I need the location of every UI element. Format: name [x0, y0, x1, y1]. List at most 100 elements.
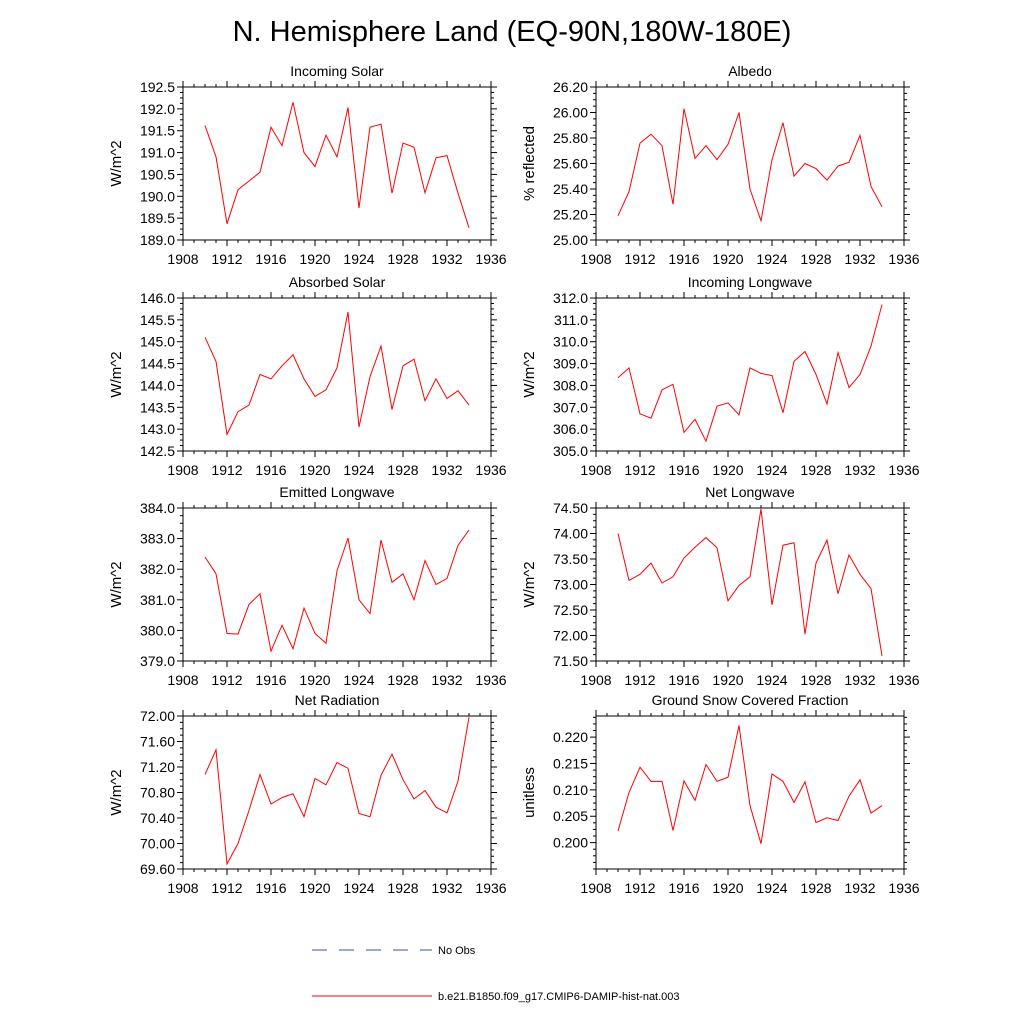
x-tick-label: 1916 — [255, 672, 286, 688]
panel-title: Albedo — [728, 63, 772, 79]
y-tick-label: 0.215 — [553, 755, 588, 771]
x-tick-label: 1920 — [712, 251, 743, 267]
panel-title: Net Longwave — [705, 484, 795, 500]
chart-panel-3: Incoming Longwave W/m^2 1908 1912 1916 1920 19… — [521, 274, 920, 478]
x-tick-label: 1908 — [580, 251, 611, 267]
x-tick-label: 1936 — [475, 251, 506, 267]
x-tick-label: 1936 — [888, 462, 919, 478]
y-tick-label: 144.0 — [140, 377, 175, 393]
x-tick-label: 1924 — [756, 880, 787, 896]
x-tick-label: 1928 — [387, 251, 418, 267]
x-tick-label: 1908 — [580, 880, 611, 896]
y-axis-label: W/m^2 — [108, 140, 125, 186]
y-tick-label: 26.20 — [553, 79, 588, 95]
y-axis-label: W/m^2 — [108, 769, 125, 815]
y-tick-label: 71.60 — [140, 734, 175, 750]
x-tick-label: 1908 — [167, 462, 198, 478]
y-axis-label: % reflected — [521, 126, 538, 201]
x-tick-label: 1912 — [624, 880, 655, 896]
x-tick-label: 1924 — [343, 880, 374, 896]
x-tick-label: 1924 — [343, 462, 374, 478]
series-line — [617, 108, 883, 223]
x-tick-label: 1932 — [431, 251, 462, 267]
y-tick-label: 382.0 — [140, 561, 175, 577]
series-line — [617, 304, 883, 443]
y-tick-label: 309.0 — [553, 356, 588, 372]
plot-frame — [182, 715, 492, 870]
y-tick-label: 145.5 — [140, 312, 175, 328]
plot-frame — [595, 715, 905, 870]
plot-frame — [595, 297, 905, 452]
x-tick-label: 1936 — [475, 672, 506, 688]
y-tick-label: 190.5 — [140, 166, 175, 182]
y-tick-label: 306.0 — [553, 421, 588, 437]
series-line — [204, 529, 470, 653]
y-tick-label: 189.5 — [140, 210, 175, 226]
y-tick-label: 311.0 — [554, 312, 588, 328]
y-tick-label: 144.5 — [140, 356, 175, 372]
y-tick-label: 0.210 — [553, 782, 588, 798]
plot-frame — [182, 297, 492, 452]
panel-title: Incoming Longwave — [688, 274, 813, 290]
y-tick-label: 312.0 — [553, 290, 588, 306]
x-tick-label: 1912 — [211, 251, 242, 267]
y-tick-label: 380.0 — [140, 622, 175, 638]
x-tick-label: 1916 — [255, 251, 286, 267]
y-tick-label: 308.0 — [553, 377, 588, 393]
y-tick-label: 307.0 — [553, 399, 588, 415]
x-tick-label: 1920 — [712, 880, 743, 896]
chart-panel-1: Albedo % reflected 1908 1912 1916 1920 1924 192… — [521, 63, 920, 267]
chart-panel-4: Emitted Longwave W/m^2 1908 1912 1916 1920 192… — [108, 484, 507, 688]
x-tick-label: 1936 — [888, 251, 919, 267]
x-tick-label: 1908 — [580, 462, 611, 478]
y-tick-label: 70.00 — [140, 836, 175, 852]
y-tick-label: 191.0 — [140, 145, 175, 161]
x-tick-label: 1928 — [387, 462, 418, 478]
y-axis-label: W/m^2 — [521, 351, 538, 397]
x-tick-label: 1908 — [167, 672, 198, 688]
x-tick-label: 1908 — [167, 880, 198, 896]
x-tick-label: 1916 — [255, 462, 286, 478]
y-tick-label: 72.00 — [140, 708, 175, 724]
series-line — [617, 725, 883, 844]
x-tick-label: 1920 — [299, 880, 330, 896]
x-tick-label: 1916 — [668, 251, 699, 267]
x-tick-label: 1912 — [624, 672, 655, 688]
y-tick-label: 192.5 — [140, 79, 175, 95]
x-tick-label: 1916 — [668, 462, 699, 478]
y-tick-label: 381.0 — [140, 592, 175, 608]
legend-label-no-obs: No Obs — [438, 945, 476, 957]
x-tick-label: 1920 — [712, 462, 743, 478]
panel-title: Emitted Longwave — [279, 484, 394, 500]
y-tick-label: 146.0 — [140, 290, 175, 306]
panels-group: Incoming Solar W/m^2 1908 1912 1916 1920 1924 1… — [108, 63, 920, 896]
y-tick-label: 0.220 — [553, 729, 588, 745]
chart-panel-7: Ground Snow Covered Fraction unitless 1908… — [521, 692, 920, 896]
x-tick-label: 1928 — [387, 672, 418, 688]
x-tick-label: 1924 — [756, 462, 787, 478]
chart-panel-6: Net Radiation W/m^2 1908 1912 1916 1920 1924 19… — [108, 692, 507, 896]
x-tick-label: 1932 — [844, 672, 875, 688]
y-tick-label: 142.5 — [140, 443, 175, 459]
chart-panel-0: Incoming Solar W/m^2 1908 1912 1916 1920 1924 1… — [108, 63, 507, 267]
y-tick-label: 74.00 — [553, 526, 588, 542]
legend-label-model: b.e21.B1850.f09_g17.CMIP6-DAMIP-hist-nat… — [438, 991, 680, 1003]
y-tick-label: 72.00 — [553, 628, 588, 644]
x-tick-label: 1912 — [211, 880, 242, 896]
x-tick-label: 1916 — [668, 672, 699, 688]
x-tick-label: 1932 — [431, 672, 462, 688]
chart-panel-2: Absorbed Solar W/m^2 1908 1912 1916 1920 1924 1… — [108, 274, 507, 478]
x-tick-label: 1932 — [431, 880, 462, 896]
x-tick-label: 1928 — [800, 672, 831, 688]
x-tick-label: 1908 — [167, 251, 198, 267]
panel-title: Net Radiation — [295, 692, 380, 708]
y-tick-label: 190.0 — [140, 188, 175, 204]
legend: No Obs b.e21.B1850.f09_g17.CMIP6-DAMIP-h… — [312, 945, 680, 1003]
x-tick-label: 1936 — [475, 880, 506, 896]
y-axis-label: W/m^2 — [108, 561, 125, 607]
x-tick-label: 1932 — [431, 462, 462, 478]
y-tick-label: 71.50 — [553, 653, 588, 669]
y-axis-label: W/m^2 — [108, 351, 125, 397]
y-axis-label: W/m^2 — [521, 561, 538, 607]
plot-frame — [595, 507, 905, 662]
